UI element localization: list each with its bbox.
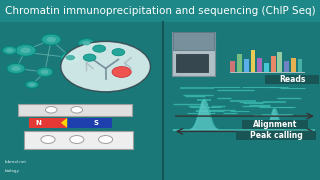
FancyBboxPatch shape: [172, 32, 215, 76]
FancyBboxPatch shape: [236, 131, 316, 140]
FancyBboxPatch shape: [173, 32, 214, 50]
Text: Alignment: Alignment: [253, 120, 297, 129]
Circle shape: [37, 68, 53, 76]
Circle shape: [93, 45, 106, 52]
FancyBboxPatch shape: [244, 59, 249, 72]
Text: Peak calling: Peak calling: [250, 131, 302, 140]
FancyBboxPatch shape: [0, 0, 320, 22]
Text: biology: biology: [5, 169, 20, 173]
Circle shape: [20, 48, 31, 53]
Circle shape: [112, 67, 131, 77]
FancyBboxPatch shape: [271, 56, 276, 72]
FancyBboxPatch shape: [18, 104, 132, 116]
Circle shape: [41, 136, 55, 143]
Text: N: N: [36, 120, 41, 126]
FancyBboxPatch shape: [237, 54, 242, 72]
Circle shape: [12, 66, 20, 71]
FancyBboxPatch shape: [284, 61, 289, 72]
FancyBboxPatch shape: [176, 54, 208, 72]
Circle shape: [70, 136, 84, 143]
Circle shape: [29, 83, 35, 86]
FancyBboxPatch shape: [230, 61, 235, 72]
Text: S: S: [93, 120, 99, 126]
Circle shape: [99, 136, 113, 143]
FancyBboxPatch shape: [257, 58, 262, 72]
Circle shape: [6, 48, 13, 52]
Circle shape: [42, 34, 61, 45]
Circle shape: [45, 107, 57, 113]
Circle shape: [26, 81, 38, 88]
Circle shape: [112, 49, 125, 56]
FancyBboxPatch shape: [298, 59, 302, 72]
FancyBboxPatch shape: [29, 118, 67, 128]
FancyBboxPatch shape: [265, 75, 319, 84]
FancyBboxPatch shape: [242, 120, 308, 129]
Polygon shape: [61, 118, 67, 128]
Text: Chromatin immunoprecipitation and sequencing (ChIP Seq): Chromatin immunoprecipitation and sequen…: [5, 6, 315, 16]
Circle shape: [15, 45, 36, 56]
Circle shape: [83, 54, 96, 61]
Text: Reads: Reads: [279, 75, 305, 84]
FancyBboxPatch shape: [291, 58, 296, 72]
FancyBboxPatch shape: [251, 50, 255, 72]
FancyBboxPatch shape: [24, 130, 133, 148]
Text: labmol.net: labmol.net: [5, 160, 27, 164]
FancyBboxPatch shape: [67, 118, 112, 128]
Circle shape: [3, 46, 17, 54]
FancyBboxPatch shape: [277, 52, 282, 72]
Circle shape: [78, 39, 94, 48]
Circle shape: [41, 70, 49, 74]
Circle shape: [71, 107, 83, 113]
Circle shape: [61, 52, 80, 63]
FancyBboxPatch shape: [264, 63, 269, 72]
Circle shape: [46, 37, 56, 42]
Circle shape: [7, 63, 25, 73]
Circle shape: [83, 41, 91, 45]
Circle shape: [61, 41, 150, 92]
Circle shape: [66, 55, 75, 60]
